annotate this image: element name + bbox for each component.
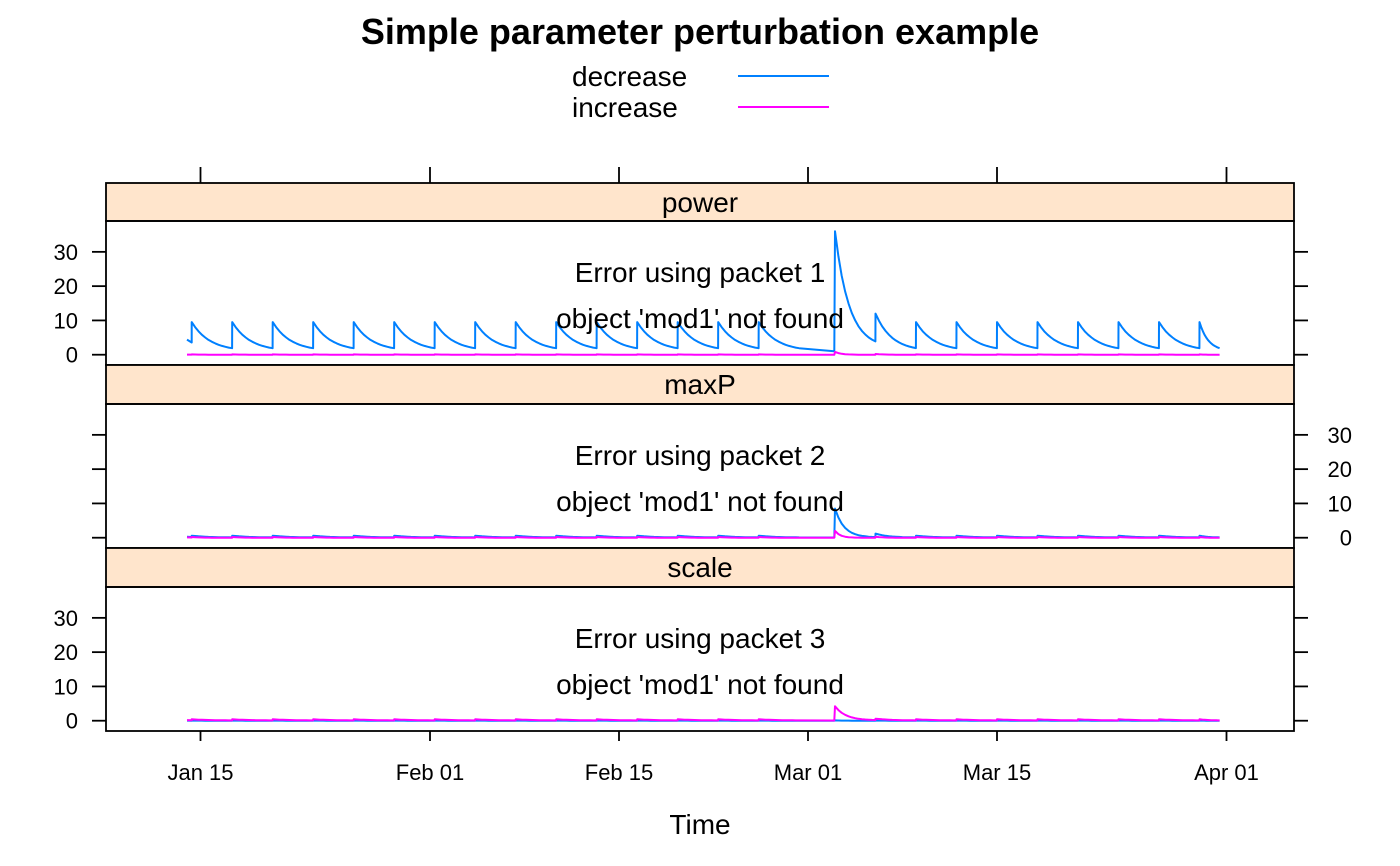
- panel-scale: scale 0 10 20 30 Error using packet 3 object '…: [54, 547, 1308, 734]
- legend-label-increase: increase: [572, 92, 678, 123]
- series-increase: [186, 705, 1220, 722]
- error-message-line1: Error using packet 3: [575, 623, 826, 654]
- y-tick-label: 10: [54, 674, 78, 699]
- strip-maxP: [105, 364, 1295, 405]
- y-tick-label: 10: [54, 308, 78, 333]
- y-tick-label: 20: [54, 640, 78, 665]
- strip-label: scale: [667, 552, 732, 583]
- error-message-line2: object 'mod1' not found: [556, 669, 844, 700]
- series-decrease: [186, 230, 1220, 353]
- x-tick-label: Jan 15: [167, 760, 233, 785]
- strip-power: [105, 182, 1295, 222]
- error-message-line1: Error using packet 1: [575, 257, 826, 288]
- error-message-line2: object 'mod1' not found: [556, 486, 844, 517]
- x-tick-label: Apr 01: [1194, 760, 1259, 785]
- strip-scale: [105, 547, 1295, 588]
- y-tick-label: 30: [54, 240, 78, 265]
- panels: power 0 10 20 30 Error using packet 1 object '…: [54, 182, 1352, 734]
- top-axis-ticks: [199, 167, 1228, 183]
- x-tick-label: Feb 15: [585, 760, 654, 785]
- strip-label: maxP: [664, 369, 736, 400]
- x-axis-label: Time: [669, 809, 730, 840]
- y-tick-label: 0: [66, 709, 78, 734]
- chart-title: Simple parameter perturbation example: [361, 11, 1039, 52]
- panel-frame: [105, 403, 1295, 549]
- y-tick-label: 30: [54, 606, 78, 631]
- panel-frame: [105, 586, 1295, 732]
- panel-power: power 0 10 20 30 Error using packet 1 object '…: [54, 182, 1308, 368]
- series-increase: [186, 529, 1220, 539]
- error-message-line1: Error using packet 2: [575, 440, 826, 471]
- series-increase: [187, 351, 1220, 356]
- y-tick-label: 30: [1328, 423, 1352, 448]
- y-tick-label: 0: [66, 343, 78, 368]
- y-tick-label: 20: [54, 274, 78, 299]
- x-axis: Jan 15 Feb 01 Feb 15 Mar 01 Mar 15 Apr 01: [167, 731, 1259, 785]
- x-tick-label: Mar 15: [963, 760, 1031, 785]
- strip-label: power: [662, 187, 738, 218]
- panel-maxP: maxP 0 10 20 30 Error using packet 2 object 'm…: [92, 364, 1352, 551]
- legend-label-decrease: decrease: [572, 61, 687, 92]
- y-tick-label: 20: [1328, 457, 1352, 482]
- error-message-line2: object 'mod1' not found: [556, 303, 844, 334]
- x-tick-label: Feb 01: [396, 760, 465, 785]
- y-tick-label: 0: [1340, 526, 1352, 551]
- x-tick-label: Mar 01: [774, 760, 842, 785]
- y-tick-label: 10: [1328, 491, 1352, 516]
